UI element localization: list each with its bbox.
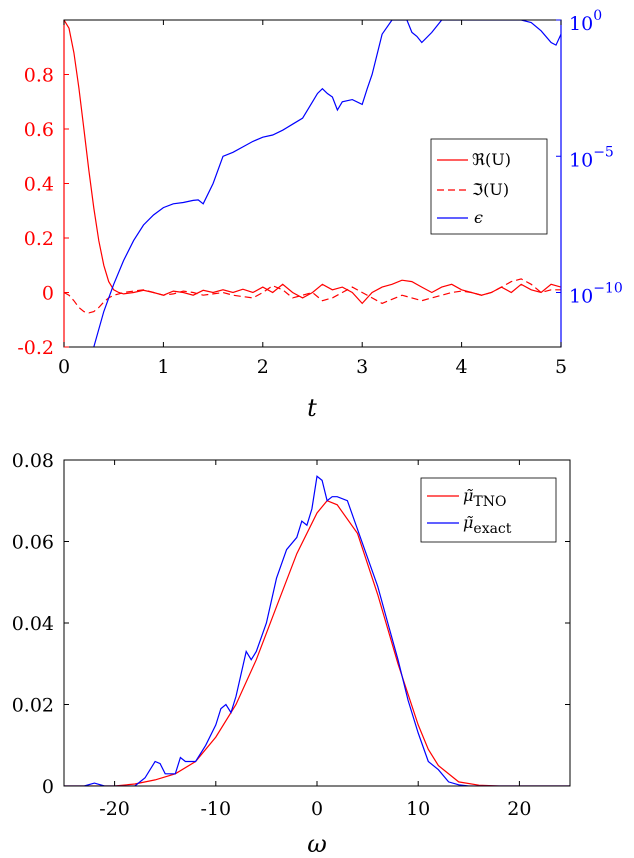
series-line-0 (64, 499, 570, 786)
x-tick-label: 3 (356, 356, 368, 378)
right-y-ticks: 10−10 10−5 100 (556, 8, 623, 308)
y-tick-label: 0 (42, 283, 54, 305)
x-tick-label: 20 (507, 798, 531, 820)
x-axis-label: ω (307, 830, 327, 858)
x-ticks: 0 1 2 3 4 5 (58, 20, 567, 378)
x-tick-label: 1 (157, 356, 169, 378)
y-tick-label: 0 (42, 776, 54, 798)
y2-tick-label: 10−10 (569, 281, 623, 308)
legend-label-re: ℜ(U) (472, 150, 511, 169)
y-ticks: 0 0.02 0.04 0.06 0.08 (12, 450, 570, 798)
x-tick-label: -20 (99, 798, 130, 820)
legend-mu-tno: μ̃ (463, 486, 473, 505)
legend-label-tno: μ̃TNO (463, 486, 506, 510)
y-tick-label: 0.8 (24, 65, 54, 87)
legend-label-im: ℑ(U) (472, 180, 509, 199)
legend-sub-exact: exact (473, 521, 511, 537)
plot-lines (64, 20, 561, 347)
legend-label-eps: ϵ (474, 208, 483, 227)
x-tick-label: 2 (257, 356, 269, 378)
x-tick-label: 4 (456, 356, 468, 378)
y-tick-label: 0.08 (12, 450, 54, 472)
x-tick-label: 10 (406, 798, 430, 820)
series-line-1 (64, 278, 561, 314)
legend: ℜ(U) ℑ(U) ϵ (430, 138, 548, 235)
x-ticks: -20 -10 0 10 20 (99, 460, 531, 820)
legend-sub-tno: TNO (473, 494, 506, 510)
y-tick-label: 0.2 (24, 228, 54, 250)
y2-tick-label: 10−5 (569, 144, 614, 171)
legend-box (420, 477, 557, 543)
y-tick-label: 0.02 (12, 695, 54, 717)
series-line-1 (64, 475, 570, 786)
legend-mu-exact: μ̃ (463, 513, 473, 532)
y-tick-label: 0.04 (12, 613, 54, 635)
y-tick-label: 0.06 (12, 532, 54, 554)
x-tick-label: 0 (58, 356, 70, 378)
legend-label-exact: μ̃exact (463, 513, 512, 537)
y-tick-label: 0.6 (24, 119, 54, 141)
x-tick-label: -10 (200, 798, 231, 820)
x-tick-label: 0 (311, 798, 323, 820)
left-y-ticks: -0.2 0 0.2 0.4 0.6 0.8 (17, 65, 69, 359)
y-tick-label: -0.2 (17, 337, 54, 359)
plot-lines (64, 475, 570, 786)
legend: μ̃TNO μ̃exact (420, 477, 557, 543)
y-tick-label: 0.4 (24, 174, 54, 196)
y2-tick-label: 100 (569, 8, 602, 35)
series-line-2 (93, 20, 561, 347)
x-tick-label: 5 (555, 356, 567, 378)
spectral-function-chart: -20 -10 0 10 20 0 0.02 0.04 0.06 0.08 ω μ̃TNO μ̃… (12, 450, 571, 858)
x-axis-label: t (307, 394, 317, 422)
